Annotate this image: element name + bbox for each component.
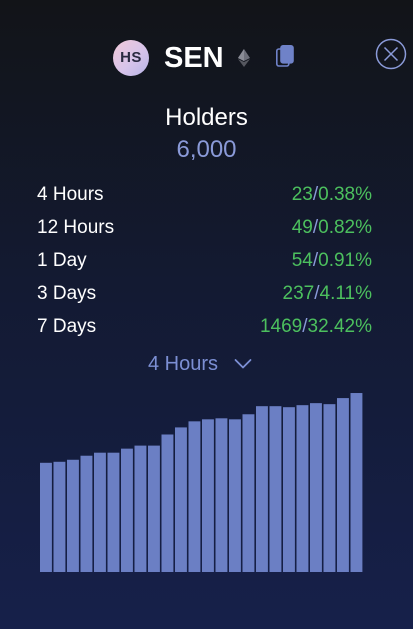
header: HS SEN (0, 38, 413, 78)
chart-bar (256, 406, 268, 572)
stat-row-3-days: 3 Days 237/4.11% (37, 277, 372, 310)
chart-bar (323, 404, 336, 572)
period-dropdown[interactable]: 4 Hours (148, 350, 252, 378)
chart-bar (67, 459, 79, 572)
period-dropdown-label: 4 Hours (148, 353, 219, 375)
stat-period: 12 Hours (37, 217, 115, 238)
chart-bar (310, 403, 322, 572)
copy-icon[interactable] (276, 45, 294, 67)
token-symbol: SEN (164, 42, 224, 74)
chart-bar (188, 421, 201, 572)
stat-count: 49 (291, 217, 313, 238)
stat-percent: 0.91% (318, 250, 372, 271)
chart-bar (296, 405, 309, 572)
close-icon[interactable] (375, 38, 407, 70)
stat-percent: 0.38% (318, 184, 372, 205)
stat-row-1-day: 1 Day 54/0.91% (37, 244, 372, 277)
chart-bar (134, 445, 147, 572)
chart-bar (350, 393, 363, 572)
chart-bar (215, 418, 228, 572)
chart-bar (148, 445, 160, 572)
chart-bar (337, 398, 349, 572)
holders-count: 6,000 (176, 136, 237, 163)
chart-bar (202, 419, 214, 572)
stat-period: 7 Days (37, 316, 97, 337)
ethereum-icon (238, 49, 250, 67)
stat-count: 54 (291, 250, 313, 271)
chart-bar (107, 452, 120, 572)
stat-row-12-hours: 12 Hours 49/0.82% (37, 211, 372, 244)
stat-row-7-days: 7 Days 1469/32.42% (37, 310, 372, 343)
chart-bar (175, 427, 187, 572)
holders-bar-chart (40, 390, 364, 572)
chart-bar (269, 406, 282, 572)
stat-period: 4 Hours (37, 184, 104, 205)
chevron-down-icon (234, 359, 252, 369)
stat-row-4-hours: 4 Hours 23/0.38% (37, 178, 372, 211)
stat-period: 3 Days (37, 283, 97, 304)
chart-bar (161, 434, 174, 572)
chart-bar (283, 407, 295, 572)
holder-stats: 4 Hours 23/0.38% 12 Hours 49/0.82% 1 Day… (37, 178, 372, 343)
stat-percent: 0.82% (318, 217, 372, 238)
chart-svg (40, 393, 363, 572)
chart-bar (53, 461, 66, 572)
holders-label: Holders (165, 104, 248, 131)
stat-count: 237 (282, 283, 315, 304)
stat-period: 1 Day (37, 250, 87, 271)
stat-count: 1469 (259, 316, 303, 337)
chart-bar (94, 452, 106, 572)
stat-percent: 32.42% (307, 316, 372, 337)
stat-count: 23 (291, 184, 313, 205)
chart-bar (242, 414, 255, 572)
chart-bar (40, 462, 52, 572)
chart-bar (121, 448, 133, 572)
chart-bar (80, 455, 93, 572)
stat-percent: 4.11% (319, 283, 372, 304)
token-avatar: HS (113, 40, 149, 76)
chart-bar (229, 419, 241, 572)
